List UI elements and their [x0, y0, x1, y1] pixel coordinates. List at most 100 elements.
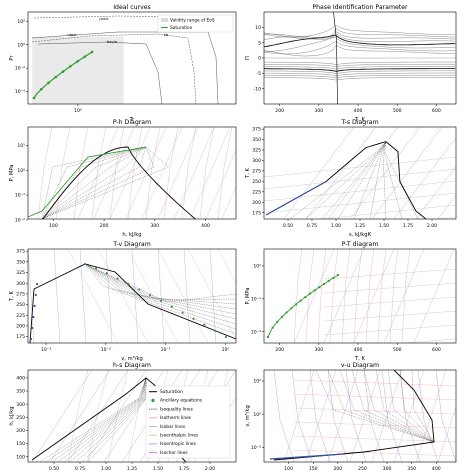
isoquality-line — [375, 370, 435, 443]
saturation-curve — [267, 274, 339, 338]
saturation-point — [32, 96, 36, 100]
y-tick-label: 200 — [16, 428, 25, 434]
pip-curve-liquid — [264, 24, 456, 38]
ancillary-point — [149, 294, 152, 297]
isoquality-line — [41, 146, 147, 219]
isoenthalpic-line — [319, 204, 456, 219]
isochor-line — [377, 249, 387, 343]
isoquality-line — [384, 141, 419, 219]
saturation-point — [54, 75, 58, 79]
saturation-point — [39, 87, 43, 91]
isoquality-line — [327, 370, 435, 443]
saturation-point — [47, 81, 50, 85]
x-tick-label: 200 — [100, 223, 109, 229]
saturation-dome — [29, 263, 236, 343]
liquid-point — [32, 315, 35, 319]
ancillary-point — [138, 288, 141, 291]
isoquality-line — [57, 377, 147, 462]
isoquality-line — [41, 146, 169, 219]
y-axis-label: Π — [245, 56, 251, 60]
isobar-line — [273, 370, 295, 462]
curve-label: joule — [98, 16, 109, 21]
ancillary-point — [304, 295, 307, 299]
ancillary-point — [327, 279, 330, 283]
legend-entry: Isobar lines — [160, 424, 186, 430]
isochor-line — [141, 127, 183, 219]
isoquality-line — [41, 146, 147, 219]
liquid-point — [34, 293, 37, 297]
plot-area — [269, 370, 456, 462]
isotherm-line — [127, 127, 143, 219]
axes-frame — [263, 248, 457, 344]
isochor-line — [221, 186, 236, 219]
isoquality-line — [41, 146, 147, 219]
y-tick-label: 5 — [258, 40, 261, 46]
isobar-line — [97, 249, 149, 343]
x-tick-label: 400 — [432, 466, 441, 472]
isotherm-line — [293, 379, 456, 387]
ancillary-point — [299, 299, 302, 302]
isobar-line — [305, 127, 377, 219]
isoquality-line — [85, 263, 236, 315]
liquid-branch — [265, 181, 327, 216]
legend: Saturation Ancillary equations Isoquality … — [145, 385, 231, 459]
isochor-line — [401, 249, 411, 343]
isoquality-line — [85, 263, 236, 320]
isoquality-line — [51, 377, 147, 462]
isochor-line — [365, 249, 375, 343]
y-tick-label: 0 — [258, 56, 261, 62]
liquid-branch — [269, 453, 345, 460]
axes-frame — [263, 369, 457, 463]
isoquality-line — [289, 141, 387, 219]
plot-area — [266, 249, 456, 343]
y-tick-label: 375 — [16, 249, 25, 255]
isoquality-line — [399, 370, 435, 443]
y-tick-label: 300 — [252, 158, 261, 164]
ancillary-point — [192, 317, 195, 320]
pip-curve-gas — [264, 72, 456, 76]
pip-curve-liquid — [264, 28, 456, 40]
x-tick-label: 1.25 — [127, 466, 137, 472]
isoquality-line — [63, 377, 147, 462]
validity-range — [32, 36, 124, 104]
ancillary-point — [127, 282, 130, 286]
isoenthalpic-line — [323, 324, 456, 336]
legend-box — [145, 385, 231, 459]
axes-frame — [263, 126, 457, 220]
isochor-line — [183, 249, 191, 343]
y-tick-label: 10⁰ — [253, 412, 261, 418]
ideal-curve — [31, 33, 197, 104]
y-axis-label: h, kJ/kg — [9, 406, 15, 425]
y-tick-label: 400 — [16, 375, 25, 381]
legend-entry: Isoquality lines — [160, 406, 194, 412]
curve-label: ideal — [67, 32, 76, 37]
axes-frame — [27, 248, 237, 344]
ancillary-point — [290, 307, 293, 310]
isochor-line — [79, 249, 87, 343]
plot-area — [264, 127, 456, 219]
chart-panel-2: Phase Identification Parameter T, K Π 200 30… — [245, 4, 457, 123]
isobar-line — [157, 249, 209, 343]
x-tick-label: 150 — [309, 466, 318, 472]
ancillary-point — [276, 320, 279, 323]
curve-label: zb — [164, 32, 169, 37]
isochor-line — [189, 127, 231, 219]
isochor-line — [293, 249, 303, 343]
y-axis-label: P, MPa — [245, 288, 251, 305]
isoenthalpic-line — [323, 296, 456, 308]
y-tick-label: 10⁻⁴ — [15, 89, 25, 95]
isobar-line — [437, 195, 456, 219]
isobar-line — [371, 127, 443, 219]
x-tick-label: 300 — [314, 347, 323, 353]
x-tick-label: 500 — [393, 108, 402, 114]
chart-title: h-s Diagram — [113, 362, 151, 369]
isotherm-line — [87, 370, 109, 462]
isotherm-line — [163, 127, 179, 219]
x-tick-label: 1.00 — [331, 223, 341, 229]
x-tick-label: 400 — [201, 223, 210, 229]
isobar-line — [49, 370, 111, 462]
y-tick-label: 150 — [16, 441, 25, 447]
isoquality-line — [85, 263, 236, 301]
isoquality-line — [411, 370, 435, 443]
isotherm-line — [293, 393, 456, 401]
